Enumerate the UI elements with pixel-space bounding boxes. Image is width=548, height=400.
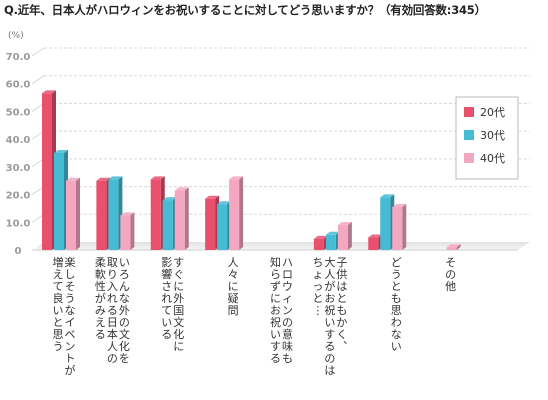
bar-top: [162, 197, 177, 201]
bar-top: [325, 231, 340, 235]
bar-front: [174, 190, 185, 250]
bar: [205, 195, 220, 250]
y-tick-label: 70.0: [6, 52, 31, 63]
category-label: 取り入れる日本人の: [107, 256, 118, 365]
bar-front: [205, 198, 216, 250]
category-label: ハロウィンの意味も: [282, 256, 293, 365]
bar-front: [217, 204, 228, 250]
legend-swatch: [464, 130, 474, 140]
bar-top: [150, 176, 165, 180]
bar-front: [313, 238, 324, 250]
bar-front: [229, 179, 240, 250]
y-axis-unit: (%): [8, 31, 24, 41]
bar-side: [347, 222, 352, 250]
bar-front: [392, 207, 403, 250]
chart-title: Q.近年、日本人がハロウィンをお祝いすることに対してどう思いますか？（有効回答数…: [4, 3, 486, 17]
bar-front: [66, 180, 76, 250]
y-tick-label: 20.0: [6, 191, 31, 202]
bar: [150, 176, 165, 250]
category-label: 楽しそうなイベントが: [65, 256, 76, 377]
bar: [392, 204, 407, 250]
bar: [325, 231, 340, 250]
category-label: 大人がお祝いするのは: [324, 255, 335, 377]
y-tick-label: 0: [15, 246, 22, 257]
y-tick-label: 40.0: [6, 135, 31, 146]
gridline-depth: [31, 75, 45, 85]
bar-front: [325, 234, 336, 250]
bar-top: [392, 204, 407, 208]
bar: [162, 197, 177, 250]
bar: [174, 187, 189, 250]
bar-front: [337, 225, 348, 250]
bar-top: [368, 234, 383, 238]
category-label: どうとも思わない: [391, 256, 402, 353]
bar-top: [446, 244, 461, 248]
legend-label: 30代: [480, 129, 505, 142]
bar-front: [42, 93, 52, 251]
bar-side: [456, 244, 461, 250]
bar: [368, 234, 383, 250]
bar-top: [380, 194, 395, 198]
bar-side: [130, 212, 135, 250]
bar-top: [337, 222, 352, 226]
bar-front: [96, 180, 107, 250]
y-tick-label: 50.0: [6, 107, 31, 118]
bar-top: [66, 177, 80, 181]
bar-top: [42, 90, 56, 94]
bar: [217, 201, 232, 250]
category-label: その他: [445, 256, 456, 293]
bar-top: [174, 187, 189, 191]
bar-top: [54, 150, 68, 153]
legend-swatch: [464, 153, 474, 163]
category-label: いろんな外の文化を: [119, 256, 130, 365]
y-tick-label: 10.0: [6, 218, 31, 229]
bar: [54, 150, 68, 250]
category-label: ちょっと⋮: [312, 256, 323, 317]
bar-side: [239, 176, 244, 250]
bar: [42, 90, 56, 251]
gridline-depth: [31, 47, 45, 57]
legend-label: 20代: [480, 106, 505, 119]
category-label: すぐに外国文化に: [173, 256, 184, 353]
category-label: 影響されている: [161, 256, 172, 341]
bar: [66, 177, 80, 250]
bar: [120, 212, 135, 250]
legend-swatch: [464, 107, 474, 117]
bar-top: [313, 235, 328, 239]
y-tick-label: 60.0: [6, 80, 31, 91]
bar-front: [150, 179, 161, 250]
category-label: 人々に疑問: [228, 256, 239, 317]
bar-side: [76, 177, 80, 250]
bar: [229, 176, 244, 250]
bar: [337, 222, 352, 250]
bar-side: [402, 204, 407, 250]
bar: [96, 177, 111, 250]
bar-front: [368, 237, 379, 250]
bar-front: [380, 197, 391, 250]
bar-top: [120, 212, 135, 216]
y-tick-label: 30.0: [6, 163, 31, 174]
bar-front: [120, 215, 131, 250]
bar: [108, 176, 123, 250]
bar-top: [229, 176, 244, 180]
category-label: 増えて良いと思う: [53, 256, 64, 353]
bar: [380, 194, 395, 250]
bar-top: [108, 176, 123, 180]
bar-front: [162, 200, 173, 250]
legend-label: 40代: [480, 152, 505, 165]
category-label: 知らずにお祝いする: [270, 255, 281, 365]
bar-front: [54, 153, 64, 250]
bar-front: [108, 179, 119, 250]
bar-front: [446, 247, 457, 250]
bar-side: [184, 187, 189, 250]
bar: [446, 244, 461, 250]
bar-top: [205, 195, 220, 199]
bar-top: [217, 201, 232, 205]
category-label: 子供はともかく︑: [336, 256, 347, 353]
bar: [313, 235, 328, 250]
category-label: 柔軟性がみえる: [95, 256, 106, 341]
bar-top: [96, 177, 111, 181]
